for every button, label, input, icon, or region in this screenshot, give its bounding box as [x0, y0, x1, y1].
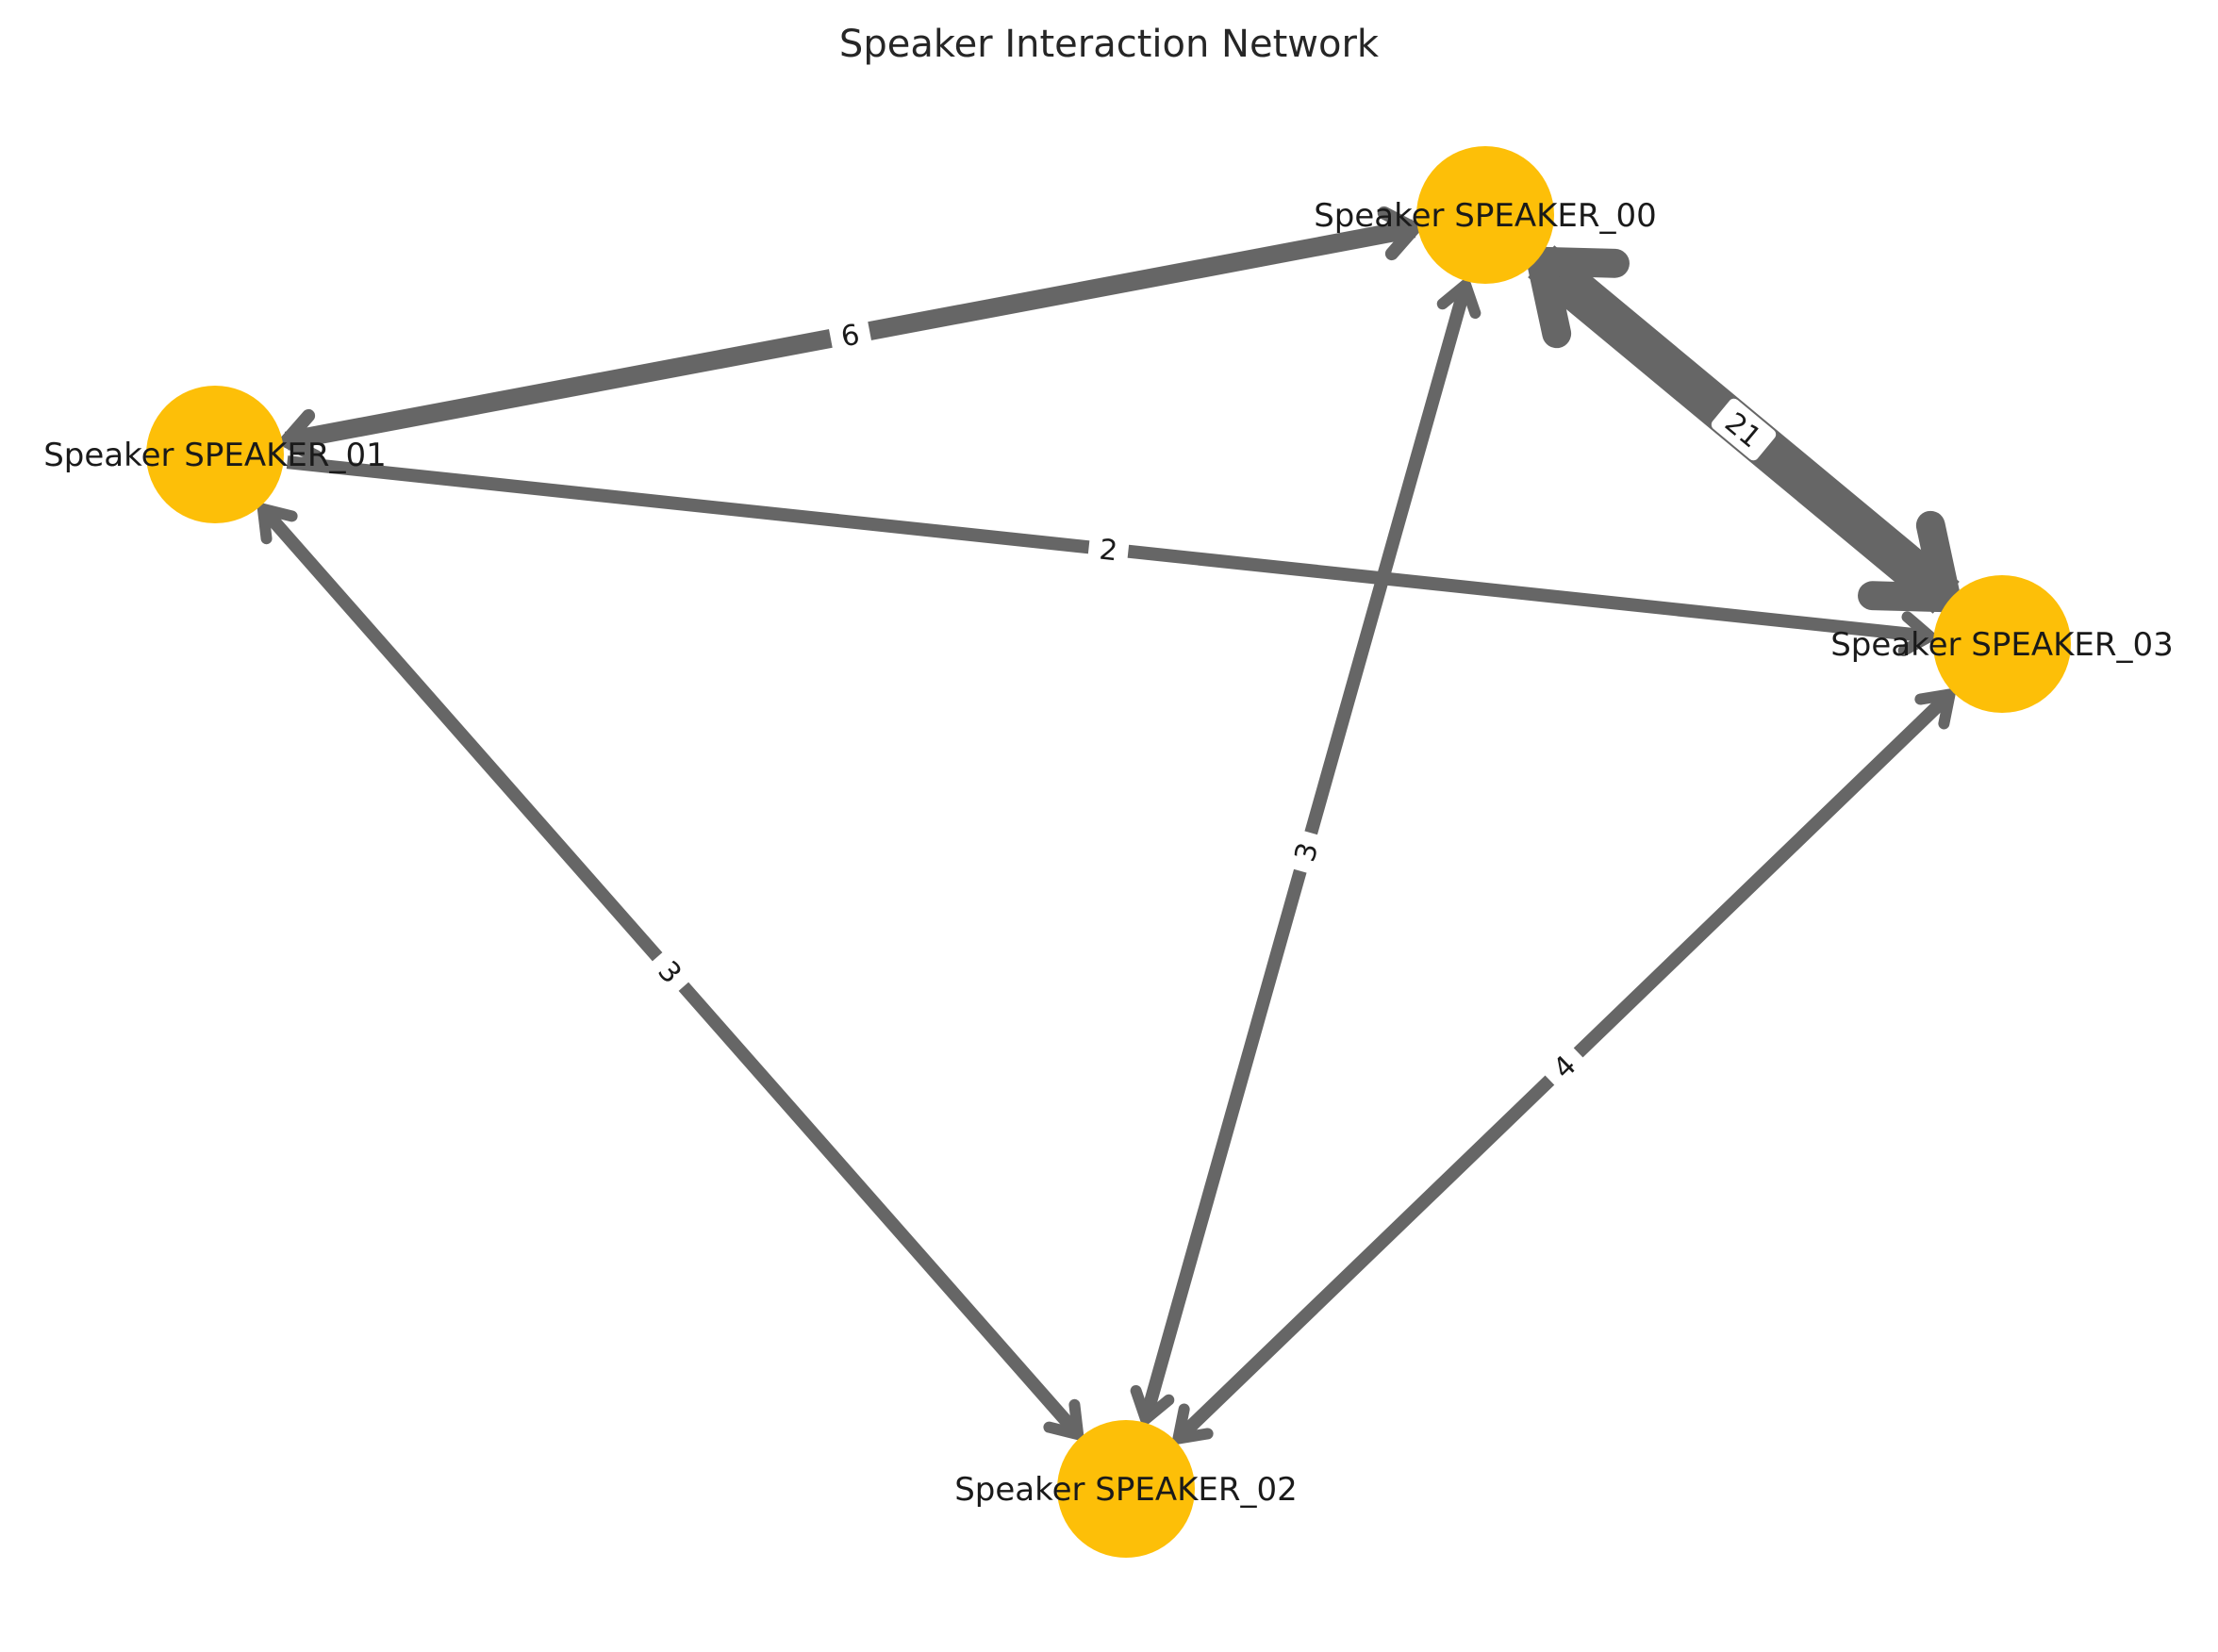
edge-label-speaker_01-speaker_02: 3 [645, 946, 696, 998]
edge-label-box [1711, 398, 1777, 461]
node-speaker_01 [146, 386, 284, 523]
arrowhead-speaker_03 [1914, 688, 1956, 730]
arrowhead-speaker_03 [1858, 510, 1961, 613]
node-label-speaker_02: Speaker SPEAKER_02 [954, 1471, 1298, 1509]
arrowhead-speaker_00 [1436, 279, 1481, 320]
nodes-layer [146, 146, 2071, 1558]
node-label-speaker_01: Speaker SPEAKER_01 [43, 437, 387, 474]
edge-label-box [828, 313, 872, 356]
arrowhead-speaker_00 [1377, 206, 1421, 261]
edge-label-speaker_03-speaker_02: 4 [1538, 1041, 1590, 1092]
arrowhead-speaker_02 [1172, 1403, 1214, 1445]
node-label-speaker_03: Speaker SPEAKER_03 [1830, 626, 2174, 664]
node-label-speaker_00: Speaker SPEAKER_00 [1314, 197, 1657, 235]
diagram-title: Speaker Interaction Network [839, 23, 1380, 66]
arrowhead-speaker_03 [1897, 611, 1936, 657]
edge-label-box [1538, 1041, 1590, 1092]
edge-label-box [1087, 528, 1130, 570]
arrowhead-speaker_01 [279, 408, 323, 464]
node-speaker_00 [1416, 146, 1554, 284]
edges-layer [257, 206, 1961, 1445]
edge-label-speaker_00-speaker_02: 3 [1283, 829, 1329, 875]
arrowhead-speaker_02 [1130, 1384, 1175, 1425]
edge-label-text: 2 [1098, 534, 1119, 569]
edge-label-box [645, 946, 696, 998]
arrowhead-speaker_01 [257, 503, 298, 545]
edge-label-speaker_01-speaker_03: 2 [1087, 528, 1130, 570]
node-speaker_02 [1057, 1420, 1195, 1558]
arrowhead-speaker_02 [1043, 1398, 1084, 1441]
arrowhead-speaker_00 [1526, 246, 1630, 349]
edge-label-box [1283, 829, 1329, 875]
node-labels-layer: Speaker SPEAKER_00 Speaker SPEAKER_01 Spea… [43, 197, 2174, 1509]
node-speaker_03 [1933, 575, 2071, 713]
edge-label-speaker_00-speaker_01: 6 [828, 313, 872, 356]
